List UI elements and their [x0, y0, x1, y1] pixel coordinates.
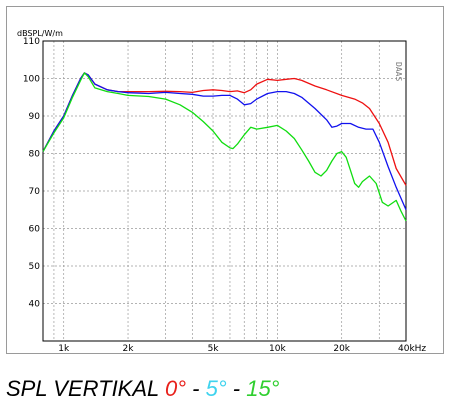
- caption-angle-15: 15°: [246, 376, 280, 401]
- series-line-1: [42, 72, 407, 211]
- chart-caption: SPL VERTIKAL 0° - 5° - 15°: [6, 376, 279, 402]
- x-tick-labels: 1k 2k 5k 10k 20k 40kHz: [58, 344, 426, 354]
- y-unit-label: dBSPL/W/m: [17, 29, 63, 38]
- x-tick-label: 2k: [123, 344, 135, 354]
- y-tick-labels: 40 50 60 70 80 90 100 110: [23, 37, 40, 310]
- caption-separator-2: -: [226, 376, 247, 401]
- y-tick-label: 80: [29, 150, 41, 160]
- caption-title: SPL VERTIKAL: [6, 376, 165, 401]
- y-tick-label: 90: [29, 112, 41, 122]
- y-tick-label: 100: [23, 75, 40, 85]
- x-tick-label: 1k: [58, 344, 70, 354]
- x-tick-label: 5k: [208, 344, 220, 354]
- x-tick-label: 40kHz: [398, 344, 426, 354]
- caption-angle-0: 0°: [164, 376, 187, 401]
- caption-separator-1: -: [186, 376, 206, 401]
- y-tick-label: 70: [29, 187, 41, 197]
- plot-border: [42, 40, 407, 342]
- x-tick-label: 10k: [269, 344, 286, 354]
- series-lines: [42, 72, 407, 222]
- watermark-label: DAAS: [394, 62, 403, 81]
- y-tick-label: 110: [23, 37, 40, 47]
- y-tick-label: 40: [29, 300, 41, 310]
- y-tick-label: 50: [29, 262, 41, 272]
- frequency-response-chart: 40 50 60 70 80 90 100 110 1k 2k 5k 10k 20k 40kHz dBS…: [17, 29, 426, 354]
- series-line-2: [42, 72, 407, 222]
- x-tick-label: 20k: [333, 344, 350, 354]
- caption-angle-5: 5°: [205, 376, 227, 401]
- y-tick-label: 60: [29, 225, 41, 235]
